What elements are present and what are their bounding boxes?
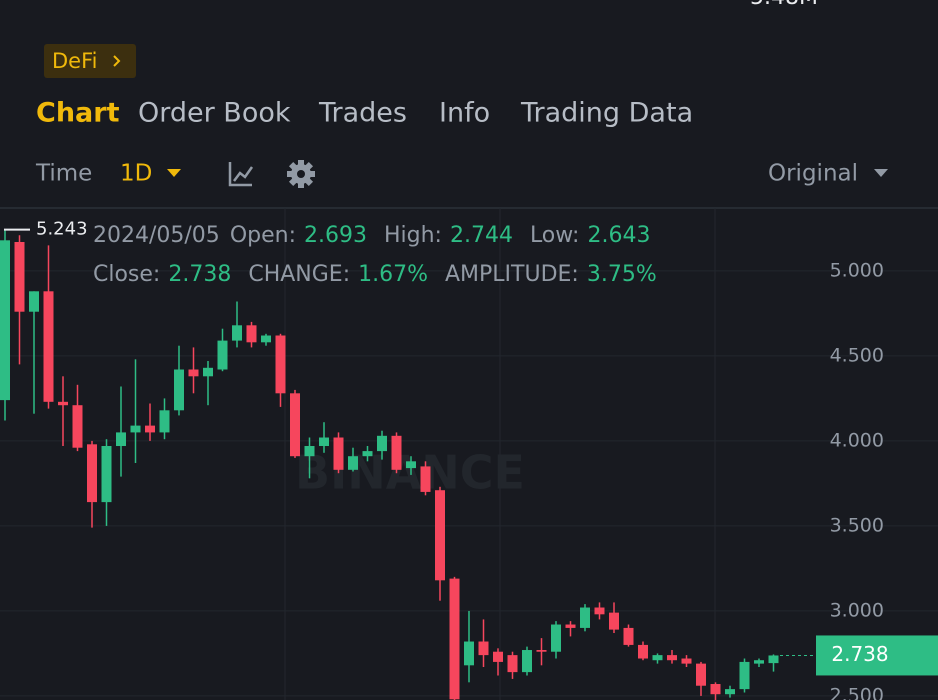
candle-body [174, 369, 184, 411]
tab[interactable]: Info [439, 98, 490, 129]
candle-body [0, 240, 10, 401]
candle-body [594, 607, 605, 615]
settings-icon[interactable] [281, 154, 321, 194]
info-value: 2.643 [587, 223, 651, 248]
candle-body [522, 650, 532, 673]
info-label: Close: [93, 262, 161, 287]
candle-body [406, 461, 416, 469]
candle-body [87, 444, 97, 503]
dropdown-arrow[interactable] [874, 169, 888, 177]
info-panel: 2024/05/05 Open: 2.693 High: 2.744 Low: 2.64… [93, 216, 783, 294]
candle-body [464, 641, 474, 666]
candle-body [768, 655, 779, 664]
y-tick-label: 3.000 [830, 599, 884, 621]
candle-body [43, 291, 54, 402]
info-value: 2.693 [303, 223, 367, 248]
candle-body [232, 325, 242, 341]
chevron [113, 55, 121, 67]
candle-body [580, 607, 590, 628]
date: 2024/05/05 [93, 223, 220, 248]
y-tick-label: 3.500 [830, 514, 884, 536]
candle-body [203, 367, 213, 377]
candle-body [116, 432, 126, 447]
candle-body [362, 451, 373, 457]
candle-body [319, 437, 329, 447]
info-label: Open: [229, 223, 296, 248]
last-price-label: 2.738 [831, 642, 888, 666]
candle-body [246, 325, 257, 343]
watermark: BINANCE [295, 446, 525, 500]
candle-body [609, 612, 619, 630]
candle-body [551, 624, 561, 652]
time-label: Time [35, 161, 92, 187]
info-label: High: [383, 223, 442, 248]
candle-body [536, 650, 547, 652]
last-price-tag [816, 635, 938, 676]
candle-body [478, 641, 489, 656]
tab[interactable]: Order Book [138, 98, 291, 129]
candle-body [188, 369, 199, 377]
candle-body [667, 655, 677, 661]
info-label: Low: [529, 223, 580, 248]
candle-body [638, 644, 648, 659]
info-value: 3.75% [586, 262, 657, 287]
candle-body [14, 242, 25, 312]
candle-body [217, 340, 228, 370]
candle-body [435, 490, 445, 581]
candle-body [72, 405, 83, 448]
candle-body [377, 435, 387, 452]
candle-body [290, 393, 300, 457]
volume: 5.48M [750, 0, 818, 10]
candle-body [725, 689, 735, 695]
y-tick-label: 4.000 [830, 429, 884, 451]
info-label: CHANGE: [248, 262, 351, 287]
candle-body [652, 655, 663, 661]
candle-body [333, 437, 344, 470]
y-tick-label: 5.000 [830, 259, 884, 281]
y-tick-label: 4.500 [830, 344, 884, 366]
candle-body [565, 624, 576, 628]
candle-body [391, 435, 402, 470]
tag[interactable]: DeFi [52, 49, 97, 73]
info-value: 2.738 [168, 262, 232, 287]
indicator-icon[interactable] [228, 162, 254, 187]
tab[interactable]: Chart [36, 98, 120, 129]
dropdown-arrow[interactable] [167, 169, 181, 177]
candle-body [130, 425, 141, 433]
y-tick-label: 2.500 [830, 684, 884, 700]
info-value: 2.744 [449, 223, 513, 248]
tag-bg[interactable] [44, 44, 136, 78]
info-label: AMPLITUDE: [445, 262, 579, 287]
candle-body [710, 684, 721, 695]
candle-body [29, 291, 39, 312]
candle-body [261, 335, 271, 343]
candle-body [275, 335, 286, 394]
candle-body [623, 627, 634, 645]
candle-body [696, 663, 706, 686]
mode[interactable]: Original [768, 161, 858, 187]
candle-body [449, 578, 460, 700]
plot: 2.500 3.000 3.500 4.000 4.500 5.000 5.243 2.738 [0, 219, 938, 700]
info-value: 1.67% [358, 262, 428, 287]
tab[interactable]: Trading Data [520, 98, 693, 129]
candle-body [348, 456, 358, 470]
candle-body [507, 655, 518, 673]
v-grid [284, 208, 716, 700]
candle-body [159, 410, 170, 433]
candle-body [420, 466, 431, 492]
candle-body [681, 658, 692, 664]
candle-body [754, 660, 764, 664]
interval[interactable]: 1D [120, 161, 152, 187]
candle-body [58, 401, 68, 406]
candle-body [101, 446, 112, 503]
candle-body [493, 651, 503, 662]
tab[interactable]: Trades [318, 98, 407, 129]
candle-body [145, 425, 155, 433]
max-marker-label: 5.243 [36, 219, 88, 240]
candle-body [304, 446, 315, 457]
candle-body [739, 661, 750, 690]
